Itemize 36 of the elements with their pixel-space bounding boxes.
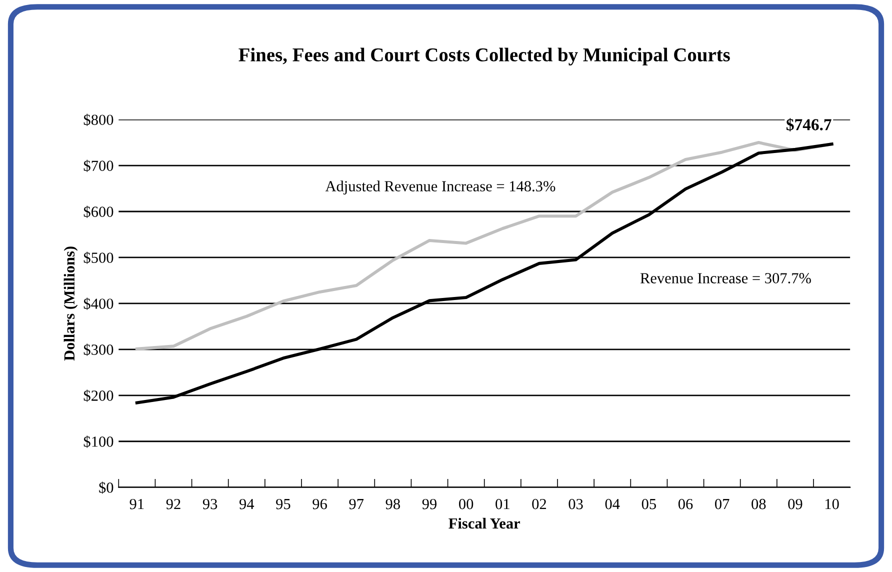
- annotation: $746.7: [786, 118, 832, 132]
- y-tick-label: $400: [84, 298, 114, 310]
- x-tick-label: 03: [568, 498, 583, 510]
- y-tick-label: $500: [84, 252, 114, 264]
- x-tick-label: 04: [605, 498, 620, 510]
- chart-title: Fines, Fees and Court Costs Collected by Municipal Courts: [238, 48, 730, 66]
- y-tick-label: $200: [84, 390, 114, 402]
- x-tick-label: 01: [496, 498, 510, 510]
- annotation: Revenue Increase = 307.7%: [640, 273, 811, 284]
- x-tick-label: 09: [788, 498, 802, 510]
- x-tick-label: 97: [349, 498, 364, 510]
- line-series: [135, 141, 834, 350]
- y-tick-label: $700: [84, 160, 114, 172]
- annotation: Adjusted Revenue Increase = 148.3%: [325, 180, 556, 195]
- x-tick-label: 99: [422, 498, 437, 510]
- x-tick-label: 00: [459, 498, 474, 510]
- x-tick-label: 93: [202, 498, 218, 510]
- x-tick-label: 91: [130, 498, 144, 510]
- x-tick-label: 08: [752, 498, 766, 510]
- x-tick-label: 06: [678, 498, 693, 510]
- x-tick-label: 94: [239, 498, 254, 510]
- x-tick-label: 02: [532, 498, 546, 510]
- y-tick-label: $600: [84, 206, 114, 218]
- x-axis-title: Fiscal Year: [448, 518, 520, 529]
- x-tick-label: 10: [825, 498, 839, 510]
- x-tick-label: 95: [276, 498, 290, 510]
- x-tick-label: 92: [166, 498, 180, 510]
- y-tick-label: $300: [84, 344, 114, 356]
- y-tick-label: $0: [99, 482, 114, 494]
- x-tick-label: 05: [642, 498, 656, 510]
- x-tick-label: 98: [386, 498, 400, 510]
- y-tick-label: $100: [84, 436, 114, 448]
- y-tick-label: $800: [84, 114, 114, 126]
- x-tick-label: 96: [312, 498, 327, 510]
- x-tick-label: 07: [715, 498, 730, 510]
- y-axis-title: Dollars (Millions): [64, 246, 78, 361]
